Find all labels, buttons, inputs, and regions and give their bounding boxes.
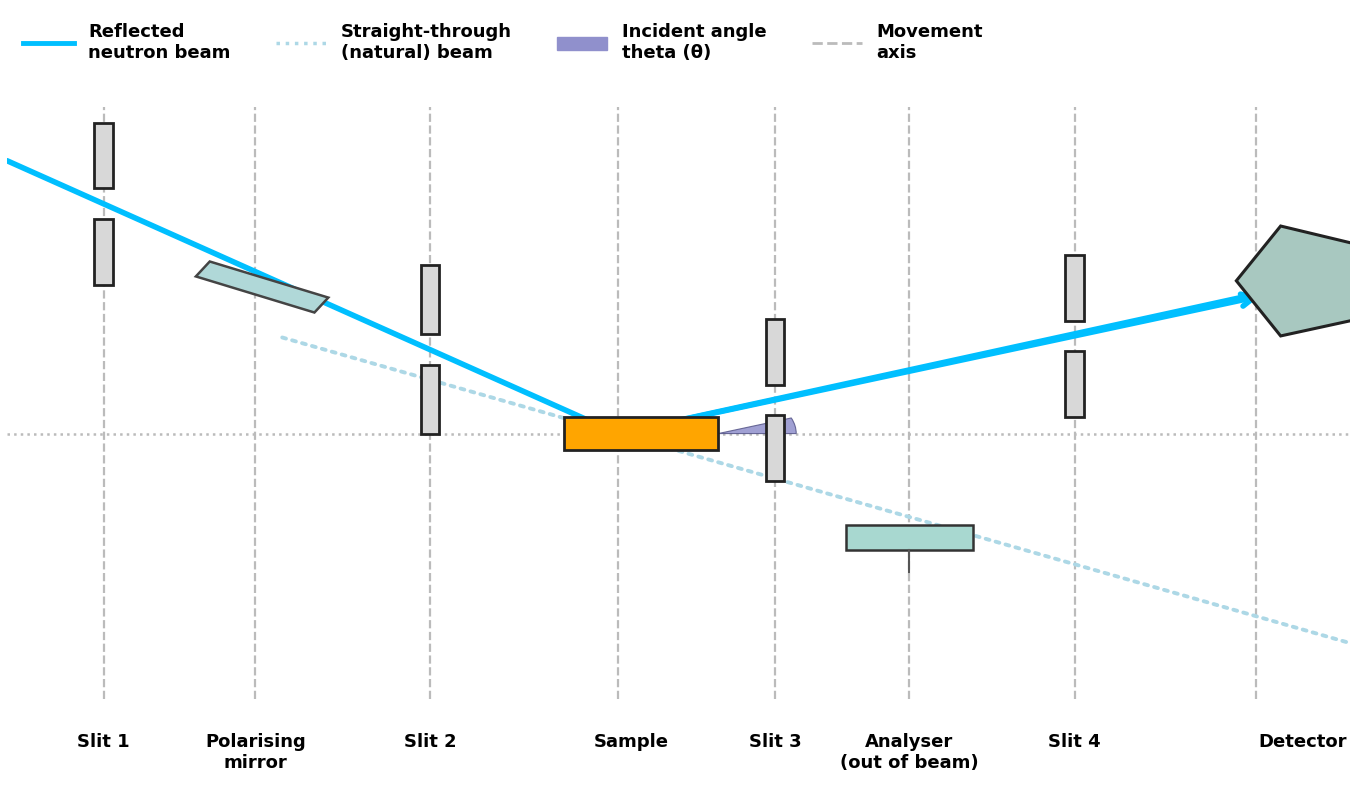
Bar	[94, 123, 113, 188]
Bar	[420, 265, 439, 334]
Bar	[765, 415, 784, 481]
Text: Slit 3: Slit 3	[749, 734, 802, 751]
Text: Detector: Detector	[1259, 734, 1348, 751]
Bar	[420, 365, 439, 434]
Text: Polarising
mirror: Polarising mirror	[205, 734, 306, 772]
Bar	[94, 219, 113, 284]
Bar	[563, 418, 719, 450]
Text: Slit 2: Slit 2	[404, 734, 456, 751]
Text: Slit 1: Slit 1	[78, 734, 130, 751]
Wedge shape	[719, 418, 797, 433]
Polygon shape	[1236, 226, 1364, 336]
Bar	[846, 525, 973, 550]
Polygon shape	[196, 262, 329, 313]
Bar	[1065, 255, 1084, 321]
Legend: Reflected
neutron beam, Straight-through
(natural) beam, Incident angle
theta (θ: Reflected neutron beam, Straight-through…	[16, 16, 990, 69]
Bar	[765, 319, 784, 385]
Bar	[1065, 351, 1084, 417]
Text: Analyser
(out of beam): Analyser (out of beam)	[840, 734, 978, 772]
Text: Slit 4: Slit 4	[1048, 734, 1101, 751]
Text: Sample: Sample	[593, 734, 668, 751]
